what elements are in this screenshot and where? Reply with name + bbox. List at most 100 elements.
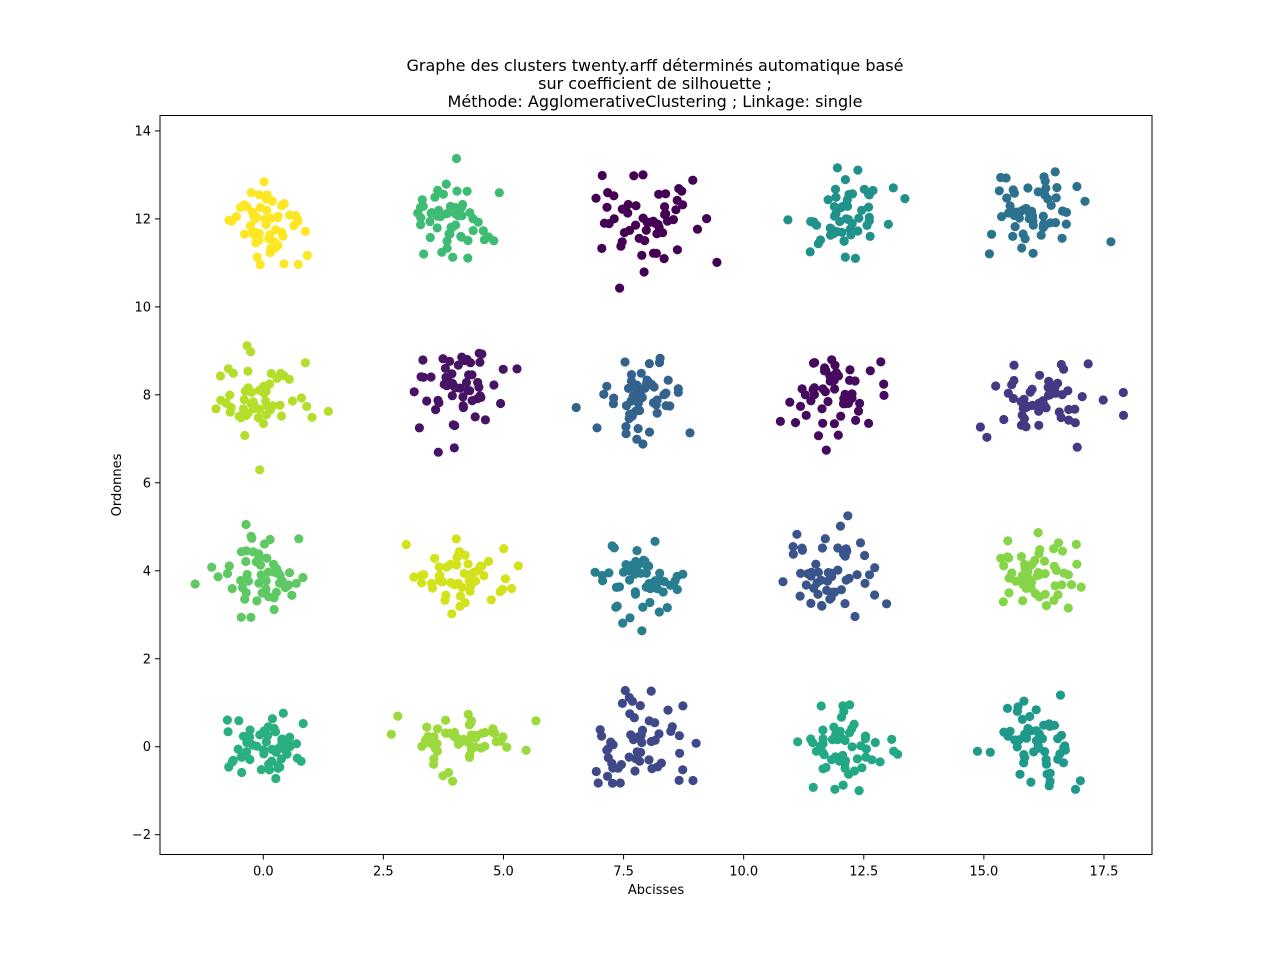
data-point xyxy=(302,250,312,261)
data-point xyxy=(1036,230,1046,240)
data-point xyxy=(817,404,827,414)
data-point xyxy=(997,212,1007,222)
data-point xyxy=(785,397,795,407)
data-point xyxy=(659,390,669,400)
data-point xyxy=(625,563,635,573)
data-point xyxy=(1010,222,1020,232)
data-point xyxy=(875,757,885,767)
data-point xyxy=(602,202,612,212)
data-point xyxy=(249,211,259,221)
data-point xyxy=(271,225,281,235)
data-point xyxy=(829,722,839,732)
data-point xyxy=(857,205,867,215)
data-point xyxy=(227,757,237,767)
data-point xyxy=(630,766,640,776)
data-point xyxy=(617,698,628,709)
data-point xyxy=(417,195,427,205)
data-point xyxy=(455,591,466,601)
data-point xyxy=(809,217,819,227)
data-point xyxy=(685,428,695,438)
data-point xyxy=(833,371,844,381)
data-point xyxy=(1076,582,1086,592)
chart-title: Graphe des clusters twenty.arff détermin… xyxy=(407,56,904,111)
data-point xyxy=(1063,603,1073,613)
data-point xyxy=(475,357,485,367)
data-point xyxy=(1031,726,1041,736)
data-point xyxy=(619,228,630,238)
data-point xyxy=(480,415,490,425)
data-point xyxy=(276,754,287,764)
data-point xyxy=(1025,387,1035,397)
data-point xyxy=(633,424,643,434)
data-point xyxy=(464,370,474,380)
data-point xyxy=(617,204,627,214)
data-point xyxy=(294,534,304,544)
data-point xyxy=(243,408,253,418)
data-point xyxy=(808,782,818,793)
data-point xyxy=(817,543,828,553)
data-point xyxy=(644,359,655,369)
data-point xyxy=(861,744,872,754)
cluster-2 xyxy=(409,348,522,457)
data-point xyxy=(430,192,440,202)
data-point xyxy=(254,235,264,245)
data-point xyxy=(854,786,864,796)
data-point xyxy=(609,191,619,201)
data-point xyxy=(1017,714,1027,725)
data-point xyxy=(393,711,403,721)
data-point xyxy=(444,229,454,239)
data-point xyxy=(865,366,875,376)
data-point xyxy=(477,561,487,571)
data-point xyxy=(416,372,426,382)
data-point xyxy=(620,685,630,696)
data-point xyxy=(434,562,444,572)
data-point xyxy=(443,208,453,218)
data-point xyxy=(215,371,226,381)
data-point xyxy=(234,716,244,726)
data-point xyxy=(452,186,462,196)
data-point xyxy=(850,253,861,263)
data-point xyxy=(836,585,847,595)
data-point xyxy=(1002,703,1013,714)
data-point xyxy=(265,248,275,258)
data-point xyxy=(879,379,889,389)
data-point xyxy=(879,390,889,400)
data-point xyxy=(279,199,289,209)
data-point xyxy=(1020,204,1030,214)
data-point xyxy=(255,560,266,570)
data-point xyxy=(1080,196,1090,206)
data-point xyxy=(813,431,824,441)
data-point xyxy=(648,248,659,258)
data-point xyxy=(1020,729,1030,740)
data-point xyxy=(837,227,847,237)
data-point xyxy=(491,737,501,747)
data-point xyxy=(1003,731,1013,741)
data-point xyxy=(833,430,843,440)
data-point xyxy=(449,443,459,453)
data-point xyxy=(246,347,256,357)
data-point xyxy=(276,368,286,378)
data-point xyxy=(860,550,870,561)
data-point xyxy=(1025,711,1035,722)
data-point xyxy=(1072,442,1082,452)
data-point xyxy=(287,590,297,600)
data-point xyxy=(429,754,439,764)
data-point xyxy=(1057,233,1067,243)
data-point xyxy=(521,745,531,755)
data-point xyxy=(1061,207,1072,217)
data-point xyxy=(599,389,609,399)
cluster-5 xyxy=(778,511,892,622)
data-point xyxy=(827,571,837,582)
title-line-2: sur coefficient de silhouette ; xyxy=(538,74,772,93)
data-point xyxy=(1049,720,1060,731)
data-point xyxy=(825,376,835,386)
data-point xyxy=(1029,747,1039,757)
data-point xyxy=(426,372,436,382)
cluster-19 xyxy=(224,177,312,270)
data-point xyxy=(654,607,664,617)
data-point xyxy=(597,170,607,181)
data-point xyxy=(840,735,850,746)
data-point xyxy=(1106,237,1116,247)
data-point xyxy=(250,402,260,412)
data-point xyxy=(671,205,681,215)
